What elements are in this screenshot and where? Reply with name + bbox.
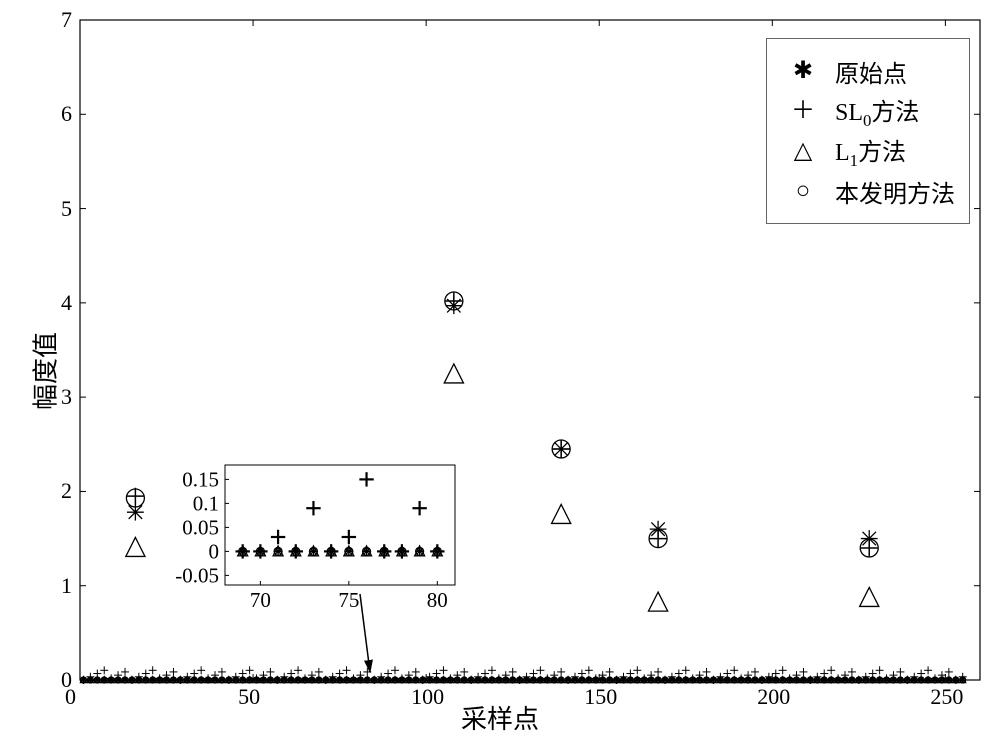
- svg-text:-0.05: -0.05: [175, 563, 219, 587]
- chart-root: 707580-0.0500.050.10.15 幅度值 采样点 ✱原始点＋SL0…: [0, 0, 1000, 742]
- legend-label: SL0方法: [835, 92, 919, 131]
- star-icon: ✱: [781, 59, 825, 83]
- x-tick-label: 250: [930, 684, 963, 710]
- legend-item: △ L1方法: [781, 133, 955, 169]
- y-tick-label: 0: [61, 667, 72, 693]
- svg-text:0.05: 0.05: [182, 515, 219, 539]
- x-tick-label: 100: [411, 684, 444, 710]
- y-tick-label: 4: [61, 290, 72, 316]
- svg-text:0.15: 0.15: [182, 467, 219, 491]
- svg-text:80: 80: [427, 588, 448, 612]
- x-tick-label: 150: [584, 684, 617, 710]
- legend-item: ○ 本发明方法: [781, 173, 955, 209]
- triangle-icon: △: [781, 139, 825, 163]
- y-tick-label: 5: [61, 196, 72, 222]
- svg-text:75: 75: [338, 588, 359, 612]
- legend-label: 原始点: [835, 54, 907, 89]
- x-tick-label: 50: [238, 684, 260, 710]
- legend-item: ＋ SL0方法: [781, 93, 955, 129]
- y-axis-label: 幅度值: [26, 332, 63, 410]
- circle-icon: ○: [781, 179, 825, 203]
- legend-label: 本发明方法: [835, 174, 955, 209]
- plus-icon: ＋: [781, 99, 825, 123]
- svg-text:70: 70: [250, 588, 271, 612]
- x-axis-label: 采样点: [461, 699, 539, 736]
- y-tick-label: 2: [61, 478, 72, 504]
- baseline-markers: [79, 666, 966, 684]
- y-tick-label: 3: [61, 384, 72, 410]
- legend-item: ✱ 原始点: [781, 53, 955, 89]
- svg-text:0.1: 0.1: [193, 491, 219, 515]
- x-tick-label: 200: [757, 684, 790, 710]
- y-tick-label: 1: [61, 573, 72, 599]
- legend: ✱ 原始点 ＋ SL0方法 △ L1方法 ○ 本发明方法: [766, 38, 970, 224]
- legend-label: L1方法: [835, 132, 906, 171]
- svg-text:0: 0: [209, 539, 220, 563]
- y-tick-label: 7: [61, 7, 72, 33]
- y-tick-label: 6: [61, 101, 72, 127]
